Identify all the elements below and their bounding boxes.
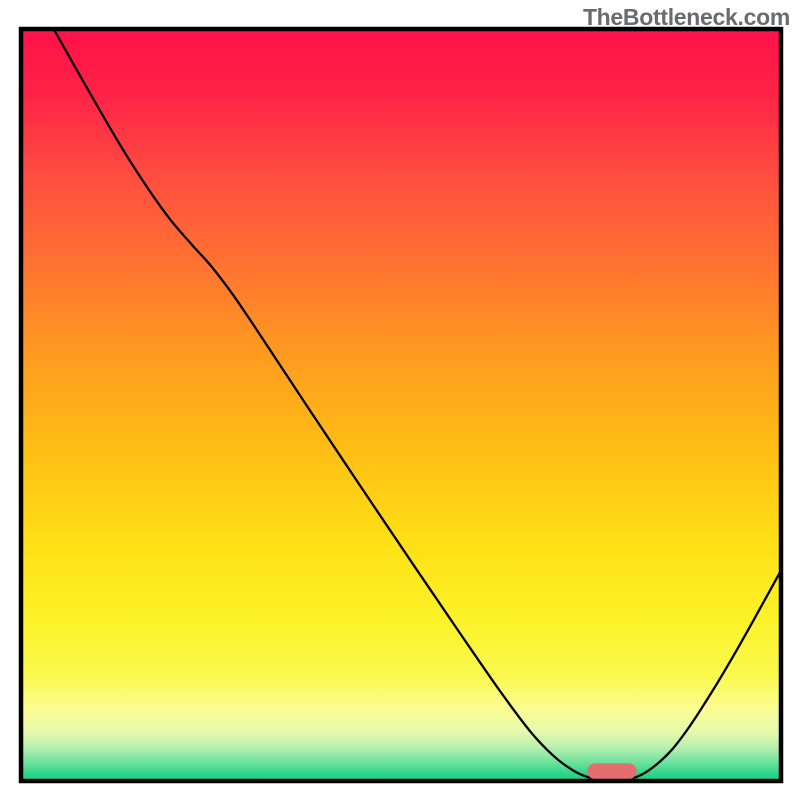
bottleneck-chart [0,0,800,800]
chart-container: TheBottleneck.com [0,0,800,800]
watermark-text: TheBottleneck.com [583,4,790,31]
plot-background [21,29,781,781]
optimal-marker [587,763,636,779]
